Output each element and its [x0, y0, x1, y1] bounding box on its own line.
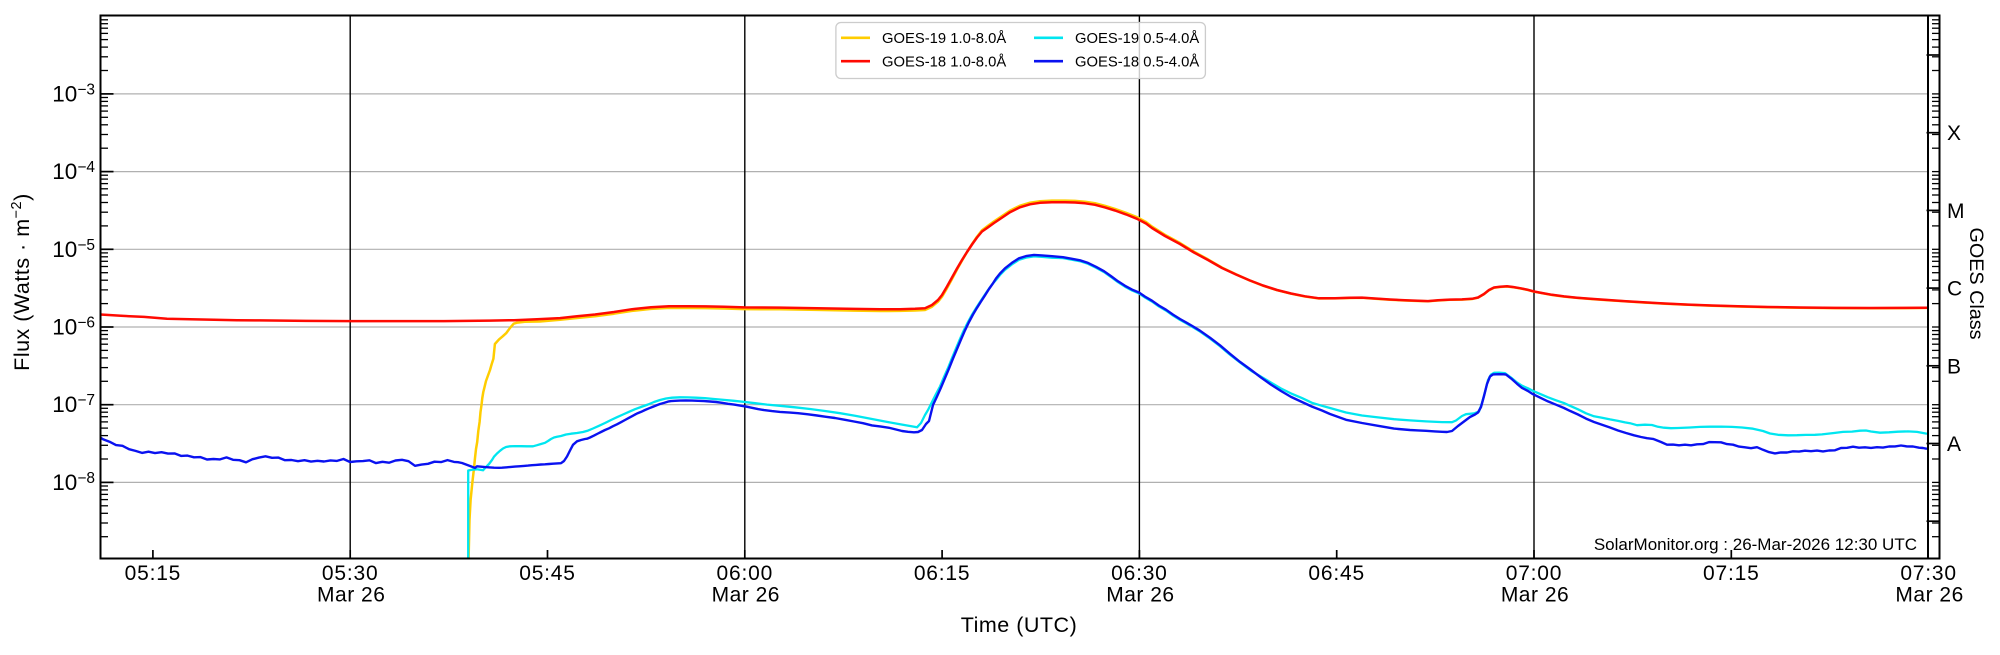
- svg-text:06:00: 06:00: [717, 562, 774, 585]
- svg-text:Mar 26: Mar 26: [317, 584, 385, 607]
- svg-text:05:45: 05:45: [519, 562, 576, 585]
- svg-text:GOES-18 1.0-8.0Å: GOES-18 1.0-8.0Å: [882, 53, 1006, 70]
- svg-text:06:15: 06:15: [914, 562, 971, 585]
- svg-text:GOES Class: GOES Class: [1965, 227, 1987, 339]
- svg-text:B: B: [1947, 355, 1961, 378]
- svg-text:SolarMonitor.org : 26-Mar-2026: SolarMonitor.org : 26-Mar-2026 12:30 UTC: [1594, 535, 1917, 554]
- svg-text:07:15: 07:15: [1703, 562, 1760, 585]
- svg-text:05:30: 05:30: [322, 562, 379, 585]
- svg-text:07:00: 07:00: [1506, 562, 1563, 585]
- svg-text:06:30: 06:30: [1111, 562, 1168, 585]
- svg-text:GOES-18 0.5-4.0Å: GOES-18 0.5-4.0Å: [1075, 53, 1199, 70]
- svg-text:05:15: 05:15: [125, 562, 182, 585]
- svg-text:GOES-19 0.5-4.0Å: GOES-19 0.5-4.0Å: [1075, 30, 1199, 47]
- svg-text:06:45: 06:45: [1308, 562, 1365, 585]
- svg-text:GOES-19 1.0-8.0Å: GOES-19 1.0-8.0Å: [882, 30, 1006, 47]
- svg-text:Flux (Watts · m−2): Flux (Watts · m−2): [9, 193, 34, 371]
- svg-text:X: X: [1947, 122, 1961, 145]
- svg-text:A: A: [1947, 433, 1961, 456]
- svg-text:07:30: 07:30: [1900, 562, 1957, 585]
- svg-text:10−8: 10−8: [52, 470, 95, 495]
- svg-text:Mar 26: Mar 26: [1895, 584, 1963, 607]
- svg-text:Mar 26: Mar 26: [1106, 584, 1174, 607]
- svg-text:C: C: [1947, 278, 1962, 301]
- svg-text:M: M: [1947, 200, 1965, 223]
- svg-text:Mar 26: Mar 26: [712, 584, 780, 607]
- svg-text:Time (UTC): Time (UTC): [961, 613, 1077, 637]
- svg-text:Mar 26: Mar 26: [1501, 584, 1569, 607]
